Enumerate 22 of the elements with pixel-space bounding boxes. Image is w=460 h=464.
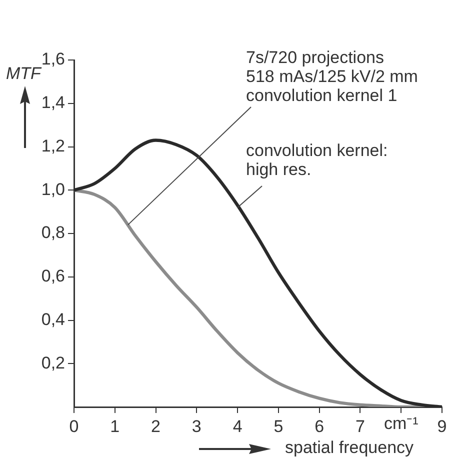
y-tick-label: 1,6: [41, 50, 65, 69]
x-tick-label: 3: [192, 416, 202, 436]
y-tick-label: 0,6: [41, 266, 65, 286]
x-axis-title: spatial frequency: [285, 438, 414, 457]
y-tick-label: 0,4: [41, 310, 65, 329]
y-tick-label: 0,8: [41, 223, 65, 242]
x-tick-label: 1: [110, 416, 120, 436]
y-tick-label: 1,2: [41, 136, 65, 156]
y-axis-title: MTF: [6, 64, 41, 83]
x-tick-label: 9: [437, 416, 447, 436]
annotation: 7s/720 projections 518 mAs/125 kV/2 mm convolution kernel 1: [246, 48, 418, 105]
x-tick-label: 2: [151, 416, 161, 436]
y-tick-label: 1,4: [41, 93, 65, 112]
y-tick-label: 0,2: [41, 353, 65, 372]
x-tick-label: 6: [314, 416, 324, 436]
x-tick-label: 7: [355, 416, 365, 436]
x-tick-label: 4: [232, 416, 242, 436]
y-tick-label: 1,0: [41, 180, 65, 199]
text: cm⁻¹: [384, 414, 418, 433]
x-tick-label: 5: [274, 416, 284, 436]
annotation: convolution kernel: high res.: [246, 141, 388, 179]
x-tick-label: 0: [69, 416, 79, 436]
